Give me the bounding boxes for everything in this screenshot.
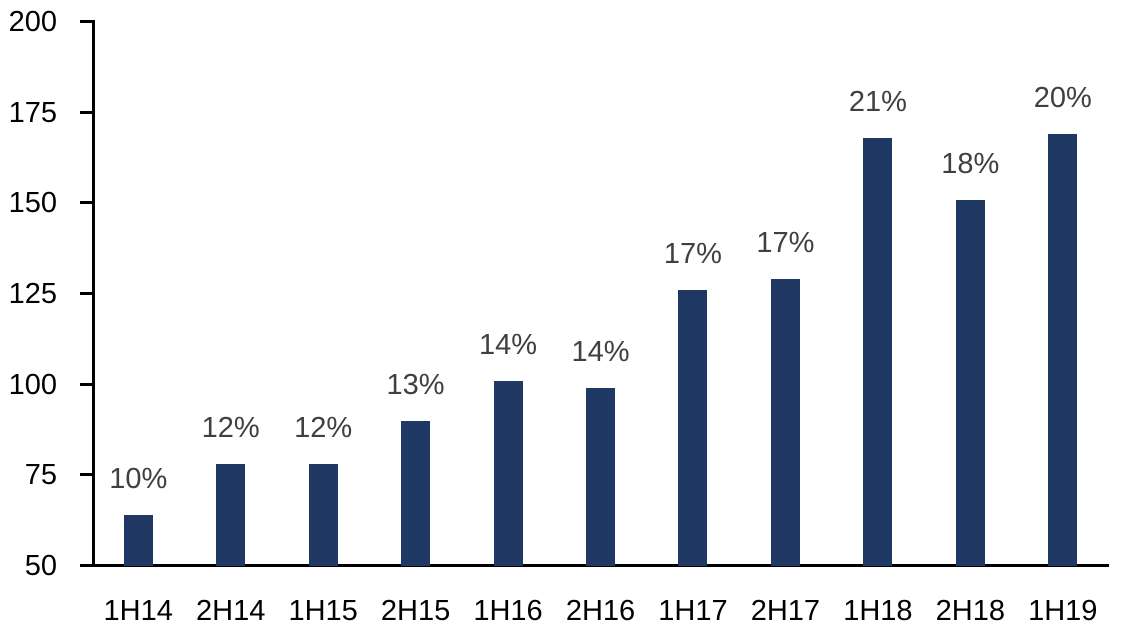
bar-value-label: 12% [294, 412, 353, 445]
bar-value-label: 12% [201, 412, 260, 445]
x-tick-label: 1H17 [658, 595, 728, 627]
y-tick-mark [80, 473, 95, 477]
x-tick-label: 2H18 [935, 595, 1005, 627]
y-tick-label: 75 [24, 459, 57, 492]
y-tick-mark [80, 201, 95, 205]
bar [123, 515, 153, 566]
bar [1048, 134, 1078, 566]
bar-value-label: 21% [848, 86, 907, 119]
x-tick-label: 1H14 [103, 595, 173, 627]
bar-value-label: 10% [109, 463, 168, 496]
bar [308, 464, 338, 566]
x-tick-label: 1H18 [843, 595, 913, 627]
y-tick-mark [80, 292, 95, 295]
bar [216, 464, 246, 566]
bar [586, 388, 615, 566]
bar [401, 420, 431, 566]
bar-value-label: 17% [756, 227, 815, 260]
bar [955, 199, 985, 566]
x-tick-label: 2H16 [565, 595, 636, 627]
bar [493, 381, 523, 566]
bar [770, 279, 800, 566]
y-tick-mark [80, 110, 95, 114]
y-tick-label: 50 [24, 550, 57, 582]
x-tick-label: 1H15 [288, 595, 358, 627]
y-tick-label: 175 [8, 96, 57, 129]
y-tick-label: 150 [8, 187, 57, 220]
y-tick-label: 100 [8, 368, 57, 401]
x-tick-label: 2H17 [750, 595, 821, 627]
x-tick-label: 1H16 [473, 595, 543, 627]
bar-value-label: 14% [571, 336, 630, 369]
x-tick-label: 2H15 [380, 595, 451, 627]
x-tick-label: 1H19 [1028, 595, 1098, 627]
y-tick-label: 200 [8, 6, 57, 38]
y-tick-label: 125 [8, 278, 57, 310]
x-tick-label: 2H14 [196, 595, 266, 627]
bar [678, 290, 708, 566]
bar-value-label: 14% [479, 329, 538, 362]
y-tick-mark [80, 564, 95, 567]
y-tick-mark [80, 20, 95, 23]
y-tick-mark [80, 382, 95, 386]
bar-value-label: 13% [386, 368, 445, 401]
bar-value-label: 20% [1033, 82, 1092, 115]
bar [863, 138, 893, 566]
bar-value-label: 18% [941, 147, 1000, 180]
bar-value-label: 17% [663, 238, 722, 271]
